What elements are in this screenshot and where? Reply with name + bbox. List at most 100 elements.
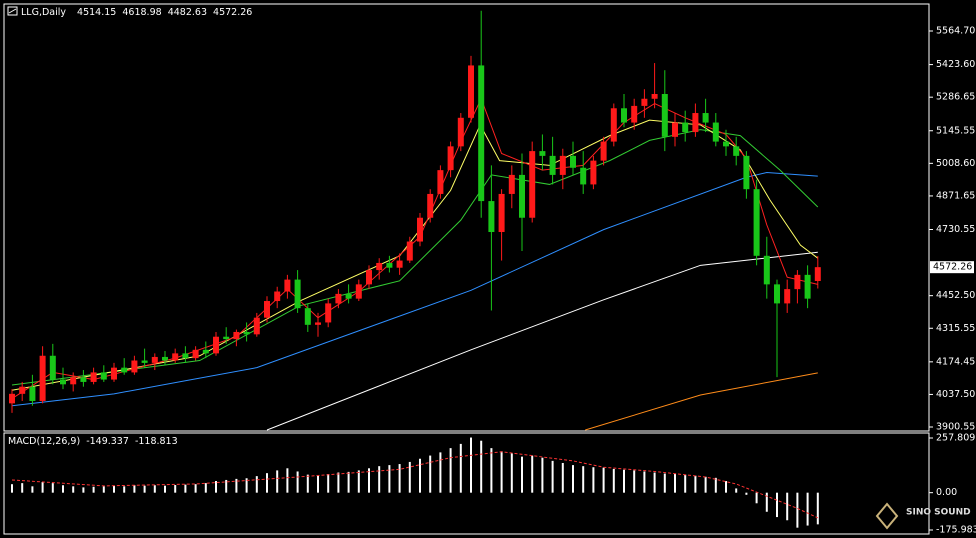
candle-body bbox=[753, 189, 760, 256]
candle-body bbox=[498, 193, 505, 233]
candle-body bbox=[437, 170, 444, 194]
moving-average-line bbox=[266, 251, 818, 431]
candle-body bbox=[19, 386, 26, 394]
macd-bar bbox=[41, 482, 44, 493]
macd-bar bbox=[327, 474, 330, 493]
candle-body bbox=[90, 372, 97, 382]
macd-bar bbox=[643, 471, 646, 493]
macd-bar bbox=[92, 486, 95, 493]
macd-bar bbox=[704, 476, 707, 493]
y-tick-label: 5286.65 bbox=[936, 92, 975, 103]
candle-body bbox=[274, 291, 281, 302]
macd-bar bbox=[184, 484, 187, 493]
candle-body bbox=[355, 284, 362, 299]
candle-body bbox=[651, 93, 658, 99]
macd-bar bbox=[714, 477, 717, 493]
macd-bar bbox=[449, 448, 452, 493]
macd-bar bbox=[684, 474, 687, 493]
candle-body bbox=[549, 155, 556, 175]
macd-bar bbox=[786, 492, 789, 521]
candle-body bbox=[243, 331, 250, 335]
macd-signal-line bbox=[11, 451, 819, 519]
moving-average-line bbox=[11, 129, 819, 386]
macd-bar bbox=[337, 472, 340, 493]
macd-bar bbox=[153, 485, 156, 493]
macd-value: -149.337 bbox=[86, 436, 129, 447]
macd-bar bbox=[572, 465, 574, 493]
candle-body bbox=[304, 308, 311, 325]
y-tick-label: 5145.55 bbox=[936, 125, 975, 136]
candle-body bbox=[80, 377, 87, 382]
macd-bar bbox=[623, 469, 625, 493]
candle-body bbox=[631, 105, 638, 123]
macd-bar bbox=[72, 486, 75, 493]
y-tick-label: 4730.55 bbox=[936, 224, 975, 235]
candle-body bbox=[580, 167, 587, 185]
macd-title: MACD(12,26,9) bbox=[8, 436, 80, 447]
candle-body bbox=[70, 377, 77, 385]
candle-body bbox=[447, 146, 454, 171]
macd-bar bbox=[31, 486, 34, 493]
candle-body bbox=[192, 349, 199, 359]
low-value: 4482.63 bbox=[168, 7, 207, 18]
logo-text: SINO SOUND bbox=[906, 508, 971, 518]
candle-body bbox=[508, 174, 515, 194]
macd-bar bbox=[582, 466, 585, 493]
macd-bar bbox=[317, 475, 319, 493]
macd-bar bbox=[765, 492, 768, 512]
macd-bar bbox=[510, 453, 513, 493]
candle-body bbox=[9, 393, 15, 404]
macd-bar bbox=[123, 486, 126, 493]
moving-average-line bbox=[585, 372, 818, 431]
y-tick-label: 3900.55 bbox=[936, 422, 975, 433]
macd-bar bbox=[398, 464, 401, 493]
candle-body bbox=[253, 317, 260, 335]
macd-bar bbox=[143, 485, 146, 493]
y-tick-label: 5008.60 bbox=[936, 158, 975, 169]
candle-body bbox=[712, 122, 719, 142]
macd-bar bbox=[725, 481, 727, 493]
candle-body bbox=[366, 270, 372, 285]
candle-body bbox=[723, 141, 729, 147]
macd-bar bbox=[551, 460, 554, 493]
candle-body bbox=[590, 160, 597, 185]
macd-bar bbox=[357, 470, 360, 493]
macd-bar bbox=[663, 473, 666, 493]
macd-bar bbox=[21, 483, 24, 493]
candle-body bbox=[39, 355, 46, 401]
candle-body bbox=[682, 122, 689, 133]
candle-body bbox=[519, 174, 525, 218]
macd-bar bbox=[521, 456, 523, 493]
macd-bar bbox=[378, 466, 381, 493]
chart-title: LLG,Daily bbox=[21, 7, 66, 18]
candle-body bbox=[672, 122, 678, 137]
macd-bar bbox=[408, 461, 411, 493]
candle-body bbox=[468, 65, 474, 118]
macd-bar bbox=[816, 492, 819, 525]
candle-body bbox=[763, 255, 770, 285]
candle-body bbox=[49, 355, 56, 380]
candle-body bbox=[702, 113, 709, 123]
macd-bar bbox=[194, 484, 197, 493]
macd-bar bbox=[480, 440, 483, 493]
macd-bar bbox=[133, 485, 136, 493]
candle-body bbox=[294, 279, 301, 309]
logo: SINO SOUND bbox=[875, 502, 971, 530]
macd-bar bbox=[62, 485, 64, 493]
open-value: 4514.15 bbox=[77, 7, 116, 18]
macd-bar bbox=[459, 443, 462, 493]
macd-bar bbox=[51, 483, 54, 493]
macd-bar bbox=[225, 479, 228, 493]
candle-body bbox=[233, 331, 240, 340]
candle-body bbox=[784, 289, 791, 304]
y-tick-label: 4871.65 bbox=[936, 190, 975, 201]
macd-bar bbox=[470, 437, 472, 493]
macd-bar bbox=[82, 487, 85, 493]
macd-bar bbox=[612, 468, 615, 493]
moving-average-line bbox=[11, 97, 818, 400]
macd-bar bbox=[347, 471, 350, 493]
macd-bar bbox=[245, 478, 248, 493]
candle-body bbox=[570, 155, 576, 168]
macd-bar bbox=[735, 488, 738, 493]
header: LLG,Daily 4514.15 4618.98 4482.63 4572.2… bbox=[21, 7, 252, 18]
